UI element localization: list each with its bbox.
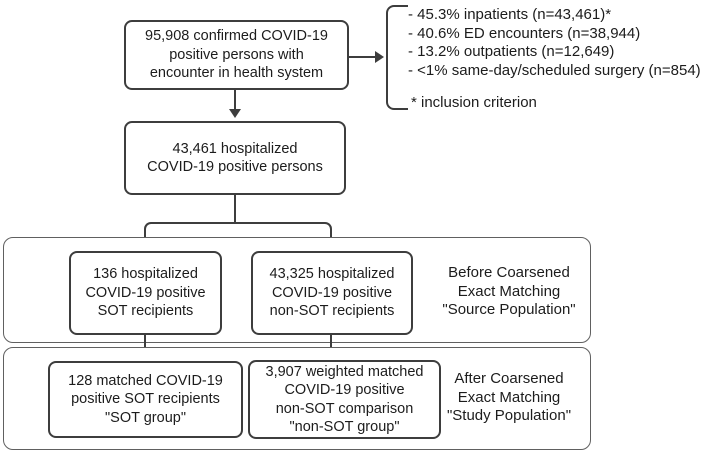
arrow-line-to-breakdown: [349, 56, 376, 58]
split-stem-line: [234, 195, 236, 224]
breakdown-bracket: [386, 5, 408, 110]
split-connector: [144, 222, 332, 244]
arrow-line-top-to-hospitalized: [234, 90, 236, 110]
confirmed-covid-box: 95,908 confirmed COVID-19 positive perso…: [124, 20, 349, 90]
encounter-breakdown-list: - 45.3% inpatients (n=43,461)* - 40.6% E…: [408, 6, 701, 80]
arrow-line-sot-to-matched: [144, 335, 146, 351]
right-arrowhead-icon: [375, 51, 384, 63]
non-sot-recipients-box: 43,325 hospitalized COVID-19 positive no…: [251, 251, 413, 335]
matched-sot-group-box: 128 matched COVID-19 positive SOT recipi…: [48, 361, 243, 438]
hospitalized-covid-box: 43,461 hospitalized COVID-19 positive pe…: [124, 121, 346, 195]
before-matching-label: Before Coarsened Exact Matching "Source …: [442, 264, 576, 318]
sot-recipients-box: 136 hospitalized COVID-19 positive SOT r…: [69, 251, 222, 335]
breakdown-item: - 13.2% outpatients (n=12,649): [408, 43, 615, 61]
arrow-line-nonsot-to-matched: [330, 335, 332, 351]
after-matching-label: After Coarsened Exact Matching "Study Po…: [446, 370, 572, 424]
matched-non-sot-group-box: 3,907 weighted matched COVID-19 positive…: [248, 360, 441, 439]
breakdown-item: - <1% same-day/scheduled surgery (n=854): [408, 61, 701, 79]
breakdown-item: - 40.6% ED encounters (n=38,944): [408, 24, 641, 42]
breakdown-item: - 45.3% inpatients (n=43,461)*: [408, 6, 612, 23]
inclusion-criterion-footnote: * inclusion criterion: [411, 94, 537, 111]
down-arrowhead-icon: [229, 109, 241, 118]
